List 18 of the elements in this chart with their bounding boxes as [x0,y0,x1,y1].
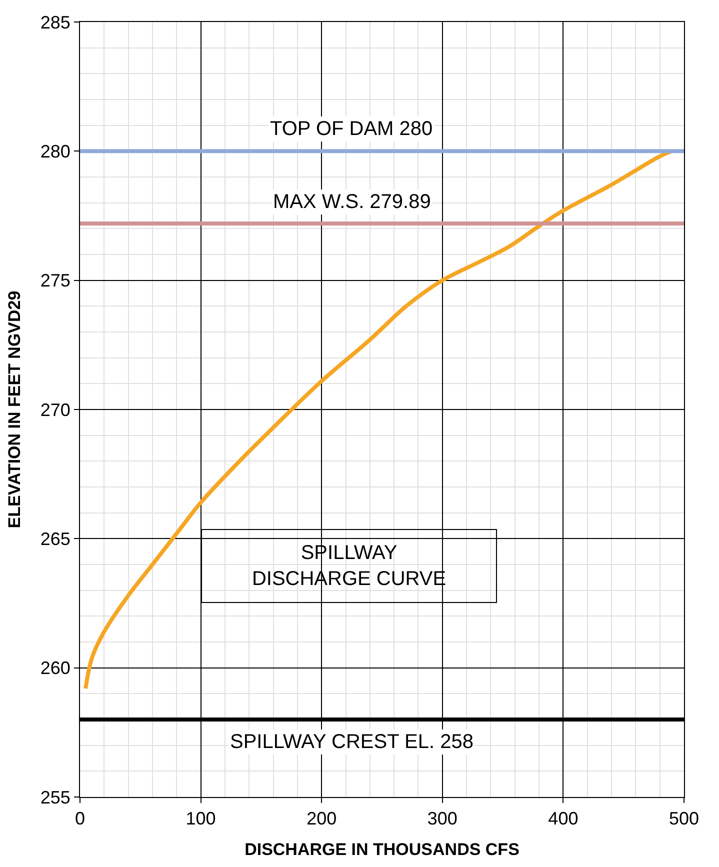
ref-line-label: TOP OF DAM 280 [270,118,433,140]
x-tick-label: 500 [668,808,700,829]
x-tick-label: 300 [427,808,458,829]
ref-line-label: MAX W.S. 279.89 [273,191,431,213]
y-tick-label: 260 [40,658,70,678]
y-tick-label: 285 [40,12,70,32]
y-tick-label: 280 [40,141,70,162]
y-tick-label: 255 [40,787,70,808]
y-axis-title: ELEVATION IN FEET NGVD29 [4,290,24,528]
x-axis-title: DISCHARGE IN THOUSANDS CFS [244,840,520,859]
y-tick-label: 270 [40,400,70,420]
x-tick-label: 100 [186,808,216,829]
ref-line-label: SPILLWAY CREST EL. 258 [230,731,474,753]
x-tick-label: 0 [74,808,86,829]
x-tick-label: 200 [306,808,337,829]
x-tick-label: 400 [548,808,578,829]
y-tick-label: 275 [40,270,70,291]
y-tick-label: 265 [40,528,70,549]
